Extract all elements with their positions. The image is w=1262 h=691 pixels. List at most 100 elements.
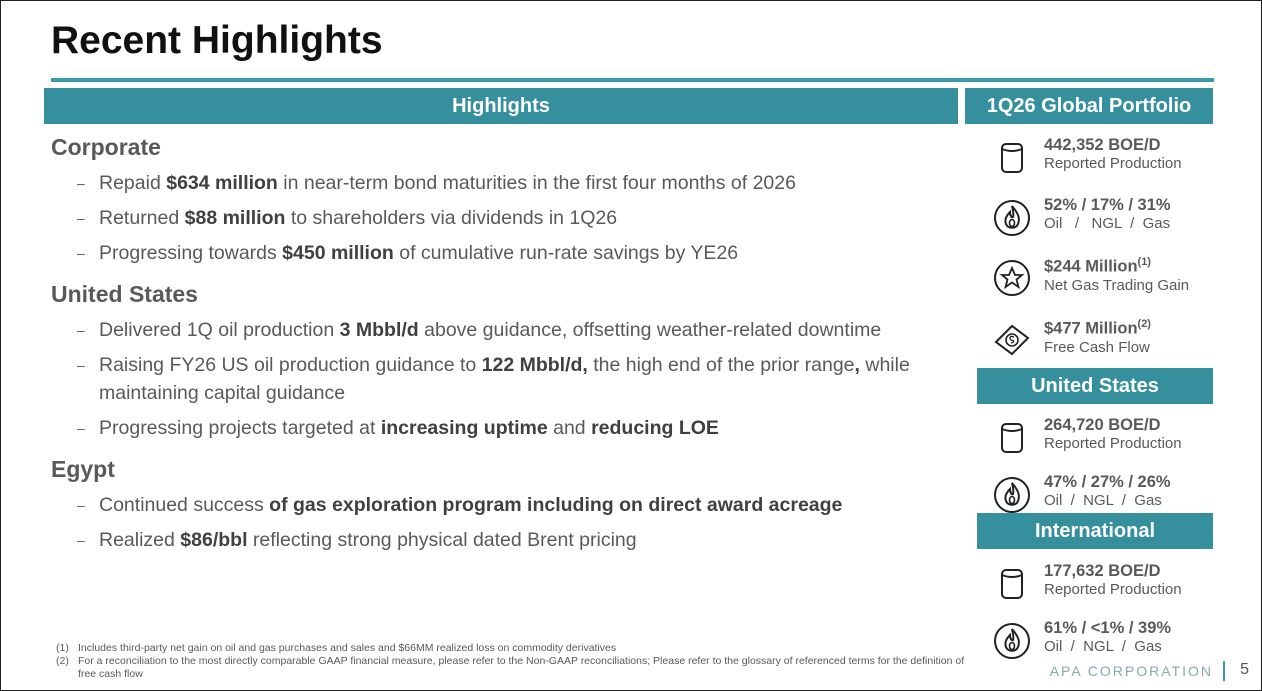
- portfolio-item: 61% / <1% / 39% Oil / NGL / Gas: [1044, 619, 1171, 655]
- portfolio-item: 442,352 BOE/D Reported Production: [1044, 136, 1182, 172]
- icon-graphic: [994, 477, 1030, 513]
- icon-graphic: [1001, 143, 1023, 173]
- bullet-list: Repaid $634 million in near-term bond ma…: [51, 169, 961, 267]
- bullet: Raising FY26 US oil production guidance …: [51, 351, 961, 407]
- portfolio-item: 47% / 27% / 26% Oil / NGL / Gas: [1044, 473, 1171, 509]
- rule: [51, 78, 1214, 82]
- text: reflecting strong physical dated Brent p…: [247, 529, 637, 551]
- footnote: (1) Includes third-party net gain on oil …: [56, 642, 966, 655]
- bullet-list: Continued success of gas exploration pro…: [51, 491, 961, 554]
- icon: [993, 621, 1033, 666]
- footnote: (2) For a reconciliation to the most dire…: [56, 655, 966, 681]
- icon-graphic: [1001, 423, 1023, 453]
- section-heading: United States: [51, 281, 198, 307]
- text: Delivered 1Q oil production: [99, 319, 340, 341]
- portfolio-header: 1Q26 Global Portfolio: [965, 88, 1213, 124]
- icon-graphic: [994, 623, 1030, 659]
- footnote-marker: (2): [56, 655, 69, 667]
- icon: [993, 564, 1033, 609]
- text: Repaid: [99, 172, 167, 194]
- text: Progressing projects targeted at: [99, 417, 381, 439]
- text: while maintaining capital guidance: [99, 354, 910, 404]
- bullet: Repaid $634 million in near-term bond ma…: [51, 169, 961, 197]
- bold-text: increasing uptime: [380, 417, 548, 439]
- title: Recent Highlights: [51, 19, 383, 62]
- icon: [993, 258, 1033, 303]
- icon-graphic: [994, 260, 1030, 296]
- page-number: 5: [1240, 661, 1249, 678]
- item-label: Oil / NGL / Gas: [1044, 638, 1162, 655]
- footnote-marker: (1): [56, 642, 69, 654]
- item-value: 264,720 BOE/D: [1044, 416, 1182, 435]
- portfolio-item: 52% / 17% / 31% Oil / NGL / Gas: [1044, 196, 1171, 232]
- bullet: Delivered 1Q oil production 3 Mbbl/d abo…: [51, 316, 961, 344]
- bold-text: $86/bbl: [180, 529, 248, 551]
- value-text: 177,632 BOE/D: [1044, 562, 1161, 580]
- bullet-list: Delivered 1Q oil production 3 Mbbl/d abo…: [51, 316, 961, 442]
- bold-text: 3 Mbbl/d: [339, 319, 419, 341]
- portfolio-item: $477 Million(2) Free Cash Flow: [1044, 318, 1151, 356]
- item-label: Oil / NGL / Gas: [1044, 215, 1171, 232]
- bold-text: of gas exploration program including on …: [263, 494, 843, 516]
- text: in near-term bond maturities in the firs…: [277, 172, 796, 194]
- company: APA CORPORATION: [1049, 663, 1213, 679]
- footnote-ref: (2): [1137, 318, 1151, 330]
- bullet: Returned $88 million to shareholders via…: [51, 204, 961, 232]
- portfolio-item: 177,632 BOE/D Reported Production: [1044, 562, 1182, 598]
- footnote-text: Includes third-party net gain on oil and…: [78, 642, 617, 654]
- text: of cumulative run-rate savings by YE26: [393, 242, 739, 264]
- bold-text: $88 million: [184, 207, 286, 229]
- portfolio-item: $244 Million(1) Net Gas Trading Gain: [1044, 256, 1189, 294]
- text: Realized: [99, 529, 181, 551]
- icon: [993, 418, 1033, 463]
- value-text: 47% / 27% / 26%: [1044, 473, 1171, 491]
- footnote-ref: (1): [1137, 256, 1151, 268]
- footnote-text: For a reconciliation to the most directl…: [78, 655, 965, 680]
- text: to shareholders via dividends in 1Q26: [285, 207, 618, 229]
- item-value: 61% / <1% / 39%: [1044, 619, 1171, 638]
- item-label: Net Gas Trading Gain: [1044, 276, 1190, 294]
- highlights-header: Highlights: [44, 88, 958, 124]
- section-heading: Corporate: [51, 134, 161, 160]
- text: above guidance, offsetting weather-relat…: [418, 319, 882, 341]
- us-header: United States: [977, 368, 1213, 404]
- text: and: [547, 417, 592, 439]
- icon-graphic: [994, 324, 1030, 356]
- item-label: Free Cash Flow: [1044, 338, 1150, 356]
- bullet: Continued success of gas exploration pro…: [51, 491, 961, 519]
- bold-text: reducing LOE: [591, 417, 719, 439]
- item-label: Reported Production: [1044, 155, 1182, 172]
- bold-text: $450 million: [282, 242, 394, 264]
- icon: [993, 320, 1033, 365]
- icon: [993, 198, 1033, 243]
- item-value: $477 Million(2): [1044, 318, 1151, 339]
- item-value: 47% / 27% / 26%: [1044, 473, 1171, 492]
- bullet: Progressing projects targeted at increas…: [51, 414, 961, 442]
- item-label: Reported Production: [1044, 581, 1182, 598]
- value-text: 442,352 BOE/D: [1044, 136, 1161, 154]
- icon: [993, 475, 1033, 520]
- icon: [993, 138, 1033, 183]
- intl-header: International: [977, 513, 1213, 549]
- text: Continued success: [99, 494, 264, 516]
- bold-text: ,: [854, 354, 860, 376]
- bold-text: 122 Mbbl/d,: [481, 354, 588, 376]
- item-value: $244 Million(1): [1044, 256, 1189, 277]
- value-text: 264,720 BOE/D: [1044, 416, 1161, 434]
- text: Progressing towards: [99, 242, 283, 264]
- highlights: Corporate Repaid $634 million in near-ter…: [51, 134, 961, 568]
- icon-graphic: [1001, 569, 1023, 599]
- value-text: $244 Million: [1044, 257, 1138, 276]
- item-label: Oil / NGL / Gas: [1044, 492, 1162, 509]
- text: Returned: [99, 207, 185, 229]
- item-value: 52% / 17% / 31%: [1044, 196, 1171, 215]
- value-text: 61% / <1% / 39%: [1044, 619, 1172, 637]
- item-value: 442,352 BOE/D: [1044, 136, 1182, 155]
- section-heading: Egypt: [51, 456, 115, 482]
- portfolio-item: 264,720 BOE/D Reported Production: [1044, 416, 1182, 452]
- item-label: Reported Production: [1044, 435, 1182, 452]
- text: the high end of the prior range: [587, 354, 855, 376]
- divider: [1223, 661, 1225, 681]
- value-text: $477 Million: [1044, 319, 1138, 338]
